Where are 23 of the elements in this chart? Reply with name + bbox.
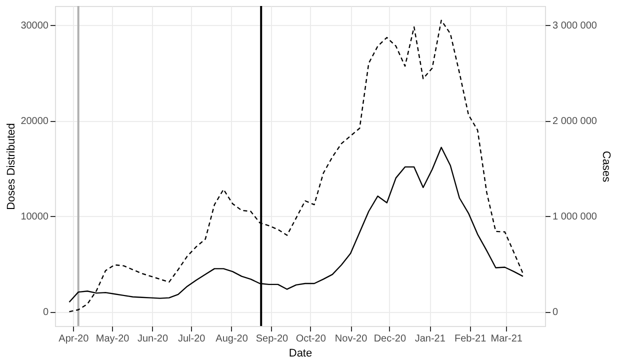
x-tick-label: Jul-20: [178, 334, 206, 344]
x-tick-label: Jun-20: [137, 334, 168, 344]
x-tick-label: Mar-21: [490, 334, 523, 344]
y2-tick-label: 3 000 000: [552, 20, 598, 32]
x-tick-label: Sep-20: [256, 334, 289, 344]
y2-tick-label: 0: [552, 307, 558, 318]
y-tick-label: 10000: [20, 212, 49, 223]
y-tick-label: 0: [42, 307, 49, 318]
x-tick-label: Dec-20: [374, 334, 406, 344]
x-tick-label: Feb-21: [454, 334, 487, 344]
y2-tick-label: 2 000 000: [552, 116, 598, 128]
x-tick-label: May-20: [96, 334, 130, 344]
y-tick-label: 20000: [20, 116, 49, 128]
x-tick-label: Apr-20: [58, 334, 90, 344]
x-tick-label: Oct-20: [296, 334, 326, 344]
y-tick-label: 30000: [20, 20, 49, 32]
y2-tick-label: 1 000 000: [552, 212, 598, 223]
x-tick-label: Nov-20: [334, 334, 368, 344]
x-axis-title: Date: [288, 348, 312, 360]
x-tick-label: Jan-21: [414, 334, 446, 344]
x-tick-label: Aug-20: [216, 334, 248, 344]
y2-axis-title: Cases: [600, 150, 612, 183]
y-axis-title: Doses Distributed: [6, 123, 18, 210]
